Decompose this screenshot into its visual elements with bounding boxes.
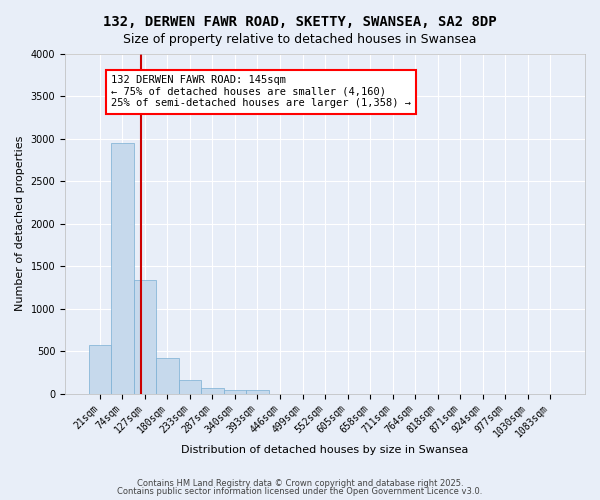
Bar: [246, 390, 269, 394]
Text: 132 DERWEN FAWR ROAD: 145sqm
← 75% of detached houses are smaller (4,160)
25% of: 132 DERWEN FAWR ROAD: 145sqm ← 75% of de…: [111, 75, 411, 108]
Y-axis label: Number of detached properties: Number of detached properties: [15, 136, 25, 312]
Text: Size of property relative to detached houses in Swansea: Size of property relative to detached ho…: [123, 32, 477, 46]
Text: 132, DERWEN FAWR ROAD, SKETTY, SWANSEA, SA2 8DP: 132, DERWEN FAWR ROAD, SKETTY, SWANSEA, …: [103, 15, 497, 29]
Bar: [111, 143, 134, 394]
Text: Contains HM Land Registry data © Crown copyright and database right 2025.: Contains HM Land Registry data © Crown c…: [137, 478, 463, 488]
Bar: [156, 358, 179, 394]
Bar: [134, 280, 156, 394]
Bar: [224, 390, 246, 394]
X-axis label: Distribution of detached houses by size in Swansea: Distribution of detached houses by size …: [181, 445, 469, 455]
Bar: [89, 345, 111, 394]
Bar: [179, 380, 201, 394]
Bar: [201, 388, 224, 394]
Text: Contains public sector information licensed under the Open Government Licence v3: Contains public sector information licen…: [118, 487, 482, 496]
